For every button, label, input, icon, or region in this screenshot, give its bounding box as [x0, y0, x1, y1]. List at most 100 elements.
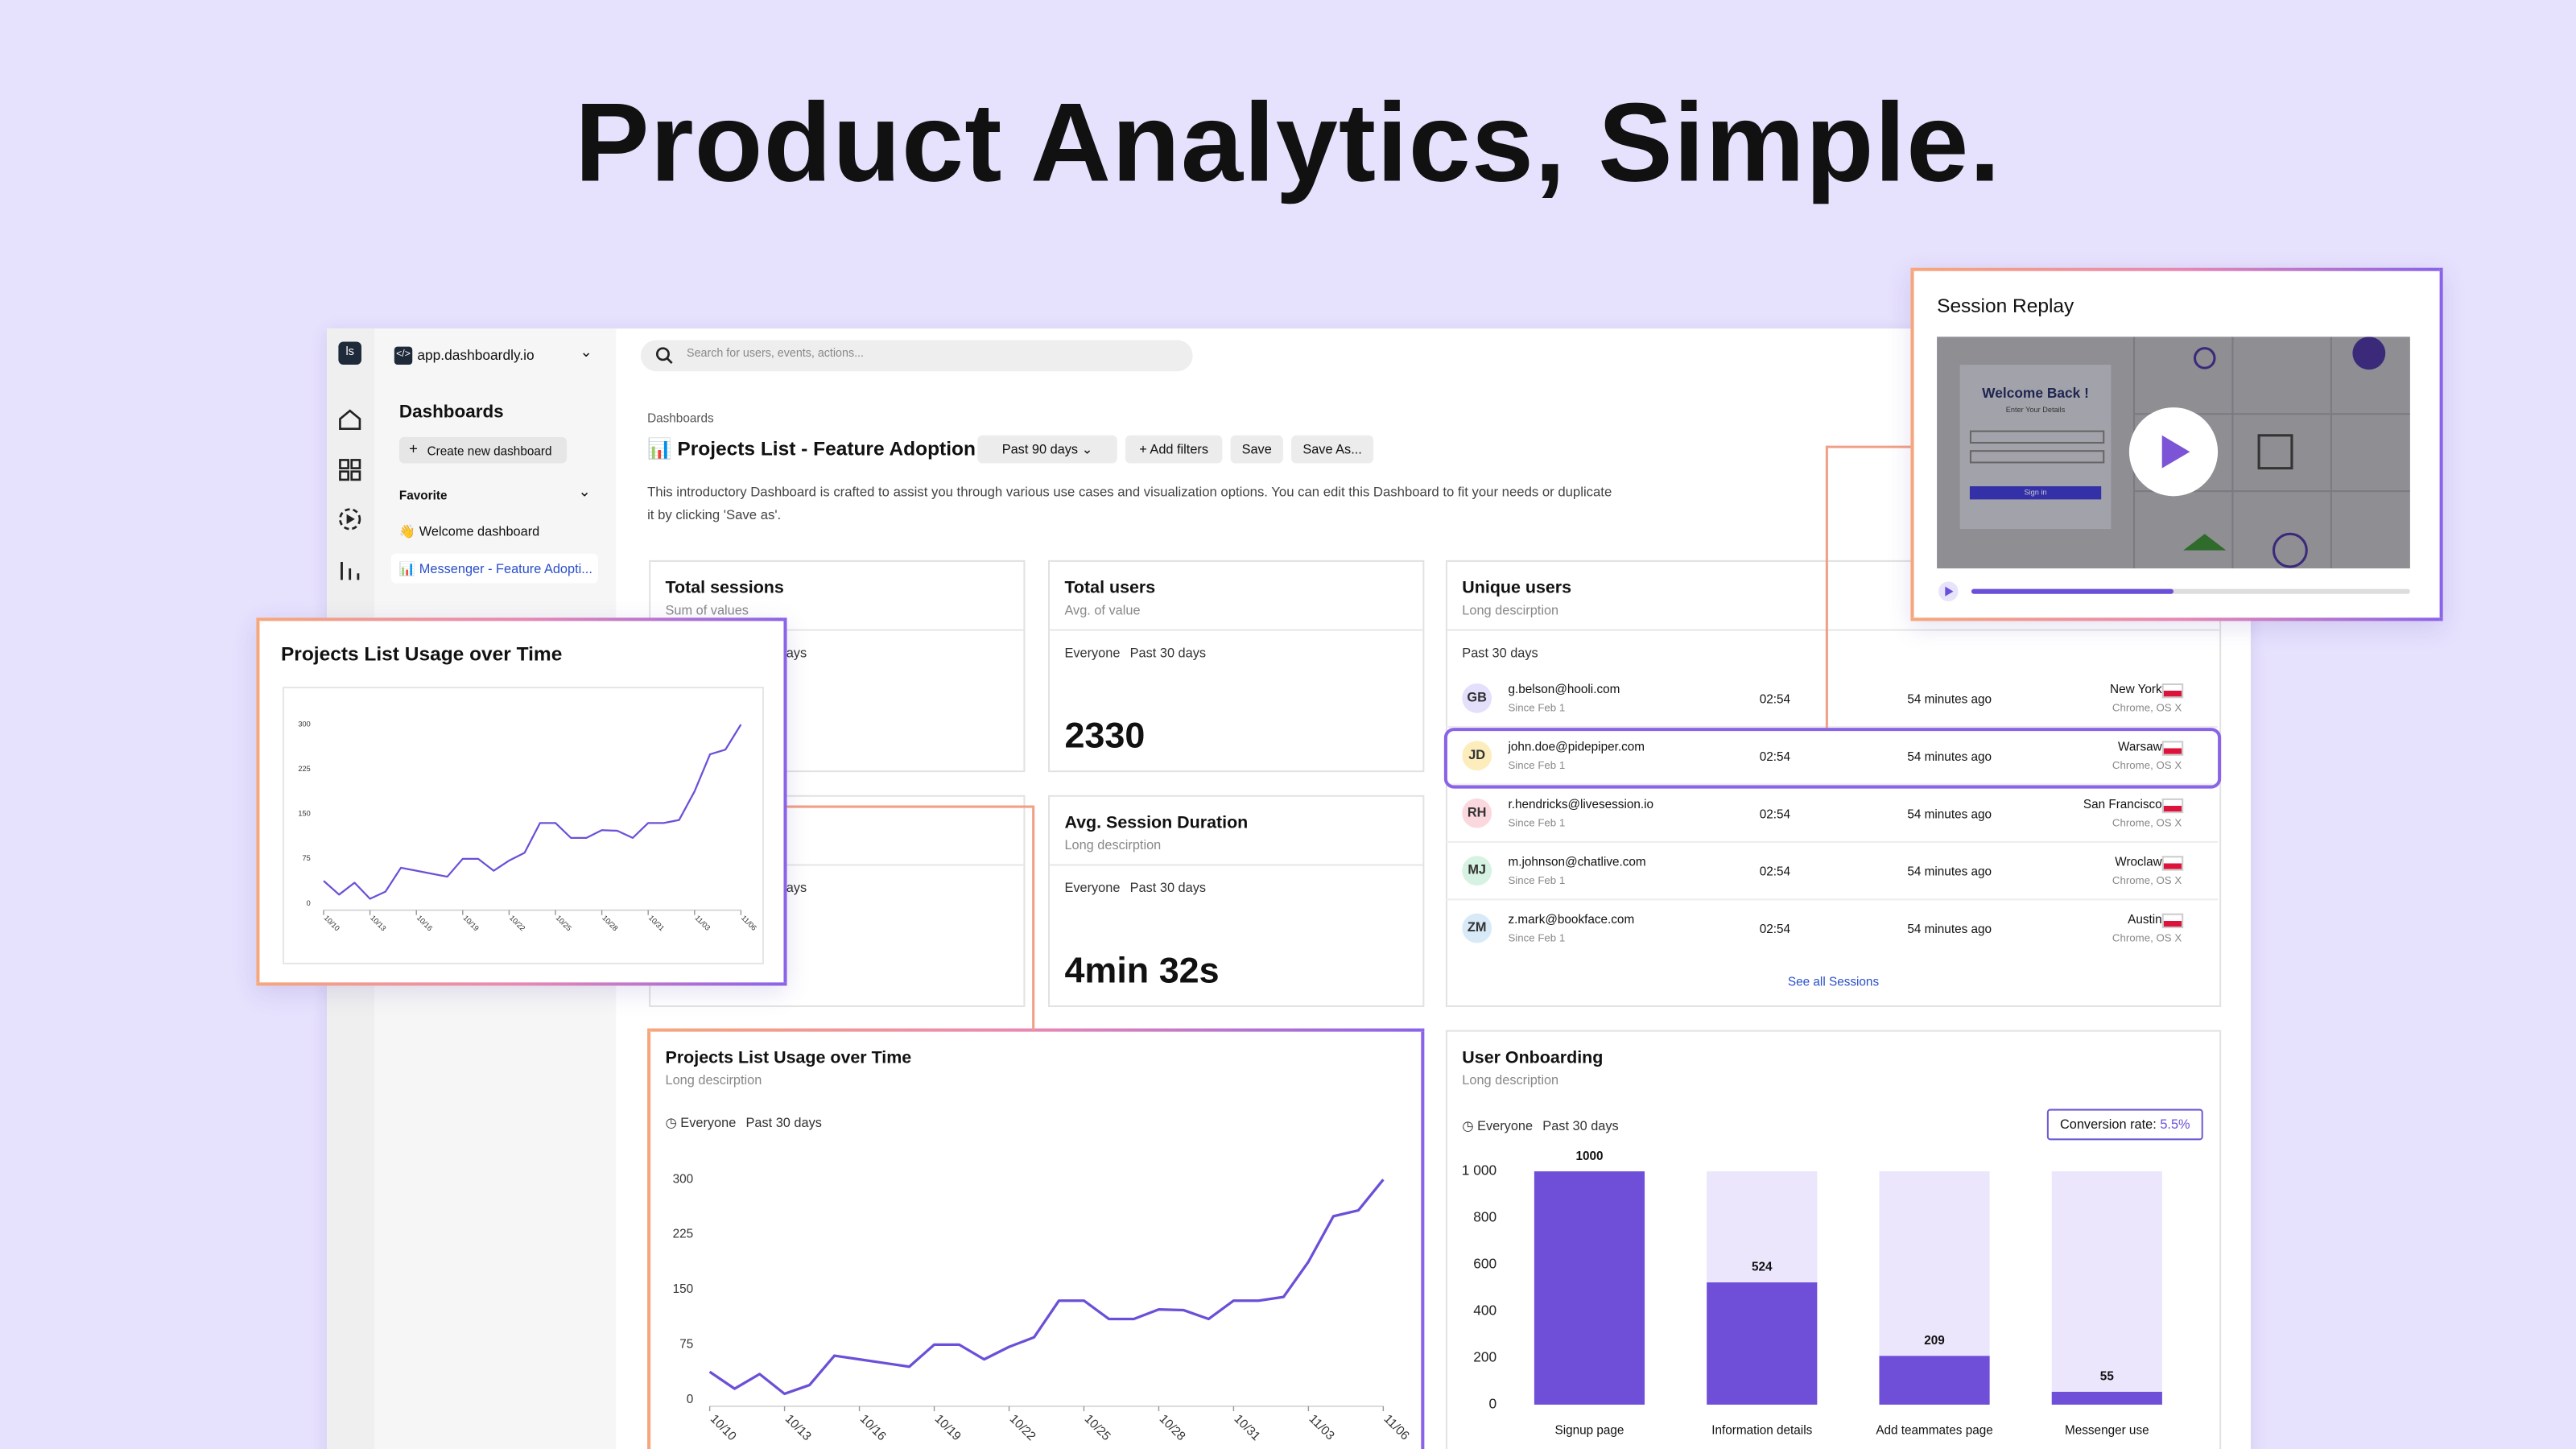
x-tick-label: 11/06	[740, 914, 758, 932]
filter-period: Past 30 days	[1542, 1118, 1619, 1134]
y-tick-label: 300	[673, 1172, 694, 1186]
dashboard-title: 📊 Projects List - Feature Adoption	[647, 436, 976, 460]
since: Since Feb 1	[1508, 703, 1566, 715]
category-label: Information details	[1711, 1424, 1812, 1438]
progress[interactable]	[1937, 580, 2413, 603]
y-tick-label: 400	[1473, 1302, 1496, 1319]
line	[708, 1179, 1385, 1396]
y-tick-label: 75	[679, 1337, 693, 1351]
x-tick-label: 10/19	[461, 914, 480, 932]
card-title: Total sessions	[665, 578, 784, 598]
since: Since Feb 1	[1508, 818, 1566, 830]
y-tick-label: 150	[673, 1282, 694, 1296]
popup-title: Projects List Usage over Time	[280, 642, 563, 666]
app-name[interactable]: app.dashboardly.io	[417, 346, 535, 364]
divider	[1050, 864, 1423, 866]
filter-button[interactable]: + Add filters	[1125, 435, 1223, 464]
sidebar-item[interactable]: 👋 Welcome dashboard	[398, 524, 540, 539]
filter-audience: Everyone	[1064, 646, 1121, 661]
bar-label: 209	[1924, 1334, 1945, 1348]
input	[1969, 430, 2105, 444]
conversion-label: Conversion rate:	[2059, 1117, 2157, 1133]
filter-period: Past 30 days	[1129, 880, 1207, 896]
bar-label: 1000	[1575, 1150, 1603, 1163]
os: Chrome, OS X	[2112, 875, 2182, 888]
app-icon: </>	[394, 346, 413, 365]
headline: Product Analytics, Simple.	[575, 80, 2001, 206]
x-tick-label: 10/31	[1232, 1412, 1263, 1443]
sidebar-item[interactable]: 📊 Messenger - Feature Adopti...	[398, 561, 592, 577]
popup-card: Projects List Usage over Time	[256, 617, 787, 986]
session-row: JD john.doe@pidepiper.com Since Feb 1 02:54…	[1445, 728, 2219, 786]
filter-audience: Everyone	[1064, 880, 1121, 896]
card-filter: ◷ Everyone Past 30 days	[665, 1115, 822, 1131]
filter-audience: Everyone	[680, 1115, 737, 1131]
ago: 54 minutes ago	[1907, 864, 1992, 879]
description: This introductory Dashboard is crafted t…	[647, 485, 1612, 522]
period-label: Past 90 days	[1001, 441, 1079, 457]
card-filter: ◷ Everyone Past 30 days	[1462, 1118, 1619, 1134]
sign-in-button: Sign in	[1969, 486, 2102, 500]
replay-card: Session Replay Welcome Back ! Enter Your…	[1910, 267, 2443, 621]
video-art	[2132, 336, 2410, 569]
breadcrumb[interactable]: Dashboards	[647, 411, 714, 426]
play-button[interactable]	[2128, 406, 2219, 497]
since: Since Feb 1	[1508, 875, 1566, 888]
period-button[interactable]: Past 90 days ⌄	[977, 435, 1117, 464]
replay-video[interactable]: Welcome Back ! Enter Your Details Sign i…	[1937, 336, 2410, 569]
x-tick-label: 10/28	[601, 914, 619, 932]
sidebar-item-active[interactable]: 📊 Messenger - Feature Adopti...	[390, 553, 598, 584]
city: Warsaw	[2117, 739, 2162, 754]
y-tick-label: 1 000	[1462, 1162, 1496, 1179]
logo: ls	[338, 341, 361, 365]
card-title: Unique users	[1462, 578, 1572, 598]
card-subtitle: Sum of values	[665, 602, 749, 618]
y-tick-label: 0	[687, 1393, 694, 1406]
bar	[2051, 1391, 2162, 1405]
ago: 54 minutes ago	[1907, 807, 1992, 822]
session-row: MJ m.johnson@chatlive.com Since Feb 1 02:54…	[1445, 843, 2219, 901]
x-tick-label: 10/19	[932, 1412, 964, 1443]
flag	[2161, 798, 2184, 814]
duration: 02:54	[1759, 807, 1791, 822]
flag	[2161, 856, 2184, 871]
details: Enter Your Details	[2005, 406, 2066, 415]
session-row: GB g.belson@hooli.com Since Feb 1 02:54 54 m…	[1445, 671, 2219, 729]
os: Chrome, OS X	[2112, 818, 2182, 830]
y-tick-label: 0	[1489, 1395, 1497, 1411]
x-tick-label: 10/10	[708, 1412, 739, 1443]
chevron[interactable]: ⌄	[580, 343, 592, 360]
x-tick-label: 10/16	[857, 1412, 889, 1443]
filter-period: Past 30 days	[1129, 646, 1207, 661]
x-tick-label: 11/03	[693, 914, 712, 932]
x-tick-label: 10/31	[647, 914, 666, 932]
usage-card: Projects List Usage over Time Long desci…	[647, 1028, 1425, 1449]
bar-label: 55	[2100, 1370, 2115, 1384]
card: Total users Avg. of value Everyone Past 3…	[1048, 559, 1425, 773]
card-subtitle: Long descirption	[1064, 837, 1162, 853]
divider	[1447, 629, 2220, 631]
see-all-link[interactable]: See all Sessions	[1787, 974, 1880, 989]
save-as-button[interactable]: Save As...	[1291, 435, 1374, 464]
duration: 02:54	[1759, 864, 1791, 879]
nav-icons[interactable]	[336, 406, 363, 603]
email: g.belson@hooli.com	[1508, 681, 1620, 697]
card-filter: Past 30 days	[1462, 646, 1538, 661]
x-tick-label: 11/03	[1307, 1412, 1337, 1443]
since: Since Feb 1	[1508, 760, 1566, 773]
ago: 54 minutes ago	[1907, 921, 1992, 937]
card-filter: Everyone Past 30 days	[1064, 881, 1216, 895]
filter-label: Add filters	[1150, 441, 1209, 457]
ago: 54 minutes ago	[1907, 749, 1992, 764]
chevron[interactable]: ⌄	[578, 482, 591, 500]
favorite-label: Favorite	[398, 488, 448, 503]
create-button[interactable]: + Create new dashboard	[398, 436, 568, 464]
search-bar[interactable]: Search for users, events, actions...	[640, 340, 1193, 372]
x-tick-label: 10/22	[1007, 1412, 1038, 1443]
save-button[interactable]: Save	[1230, 435, 1283, 464]
x-tick-label: 10/25	[1082, 1412, 1113, 1443]
duration: 02:54	[1759, 921, 1791, 937]
